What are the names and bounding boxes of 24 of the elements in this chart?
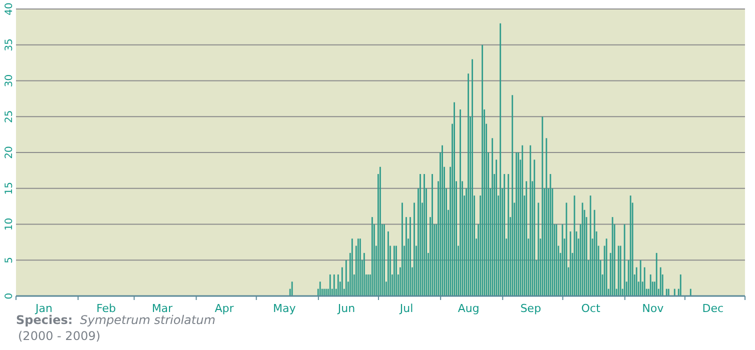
x-tick-label: Jul (398, 302, 414, 315)
y-tick-label: 10 (4, 218, 15, 231)
y-tick-label: 20 (4, 146, 15, 159)
y-tick-label: 30 (4, 74, 15, 88)
y-tick-label: 5 (4, 256, 15, 264)
y-tick-label: 25 (4, 110, 15, 123)
x-tick-label: Sep (520, 302, 542, 315)
text: Species: (16, 313, 73, 327)
x-tick-label: Mar (152, 302, 174, 315)
x-tick-label: Oct (581, 302, 601, 315)
x-tick-label: Nov (642, 302, 664, 315)
x-tick-label: Dec (702, 302, 724, 315)
y-tick-label: 35 (4, 38, 15, 52)
text: (2000 - 2009) (18, 329, 100, 343)
y-tick-label: 40 (4, 2, 15, 16)
y-tick-label: 0 (4, 292, 15, 300)
x-tick-label: May (272, 302, 296, 315)
x-tick-label: Aug (458, 302, 480, 315)
x-tick-label: Feb (96, 302, 116, 315)
x-tick-label: Apr (214, 302, 234, 315)
x-tick-label: Jan (34, 302, 53, 315)
x-tick-label: Jun (336, 302, 356, 315)
text: Sympetrum striolatum (80, 313, 216, 327)
y-tick-label: 15 (4, 182, 15, 195)
